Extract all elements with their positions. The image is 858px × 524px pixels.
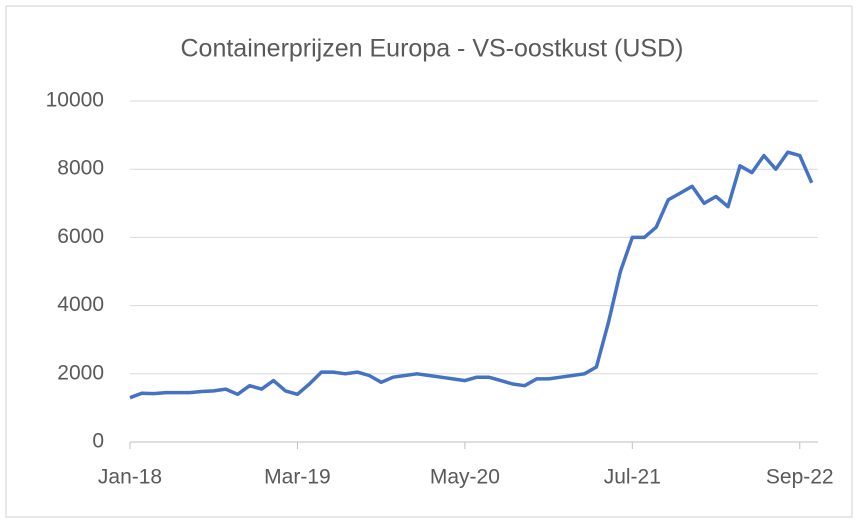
- x-tick-label: May-20: [430, 466, 500, 489]
- y-tick-label: 8000: [57, 157, 104, 180]
- y-tick-label: 4000: [57, 293, 104, 316]
- y-tick-label: 0: [92, 430, 104, 453]
- y-tick-label: 2000: [57, 361, 104, 384]
- x-tick-label: Jan-18: [98, 466, 162, 489]
- y-tick-label: 10000: [46, 89, 104, 112]
- chart-frame: [5, 5, 853, 518]
- x-tick-label: Mar-19: [264, 466, 331, 489]
- x-tick-label: Sep-22: [766, 466, 834, 489]
- x-tick-label: Jul-21: [604, 466, 661, 489]
- series-line: [129, 150, 814, 400]
- chart-title: Containerprijzen Europa - VS-oostkust (U…: [181, 35, 684, 63]
- y-tick-label: 6000: [57, 225, 104, 248]
